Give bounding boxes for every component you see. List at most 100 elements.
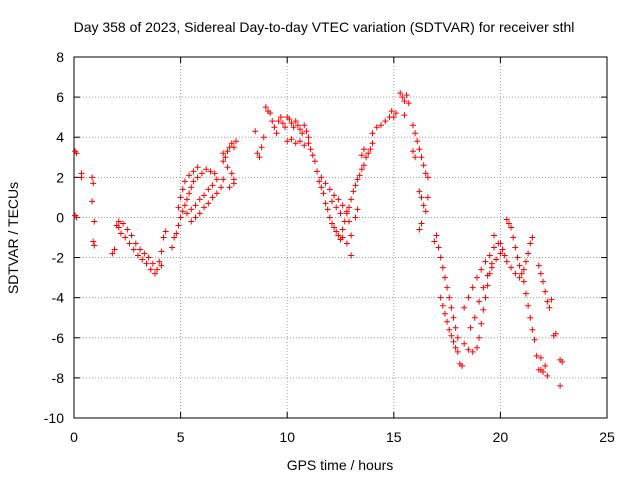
data-point-marker	[552, 330, 559, 337]
data-point-marker	[115, 218, 122, 225]
data-point-marker	[409, 122, 416, 129]
data-point-marker	[424, 194, 431, 201]
data-point-marker	[207, 168, 214, 175]
data-point-marker	[301, 122, 308, 129]
data-point-marker	[516, 262, 523, 269]
data-point-marker	[162, 228, 169, 235]
data-point-marker	[205, 186, 212, 193]
data-point-marker	[439, 264, 446, 271]
data-point-marker	[331, 192, 338, 199]
data-point-marker	[201, 204, 208, 211]
data-point-marker	[437, 294, 444, 301]
data-point-marker	[482, 258, 489, 265]
data-point-marker	[484, 282, 491, 289]
data-point-marker	[437, 254, 444, 261]
data-point-marker	[527, 314, 534, 321]
data-point-marker	[418, 194, 425, 201]
data-point-marker	[228, 170, 235, 177]
data-point-marker	[373, 124, 380, 131]
data-point-marker	[186, 172, 193, 179]
data-point-marker	[452, 324, 459, 331]
data-point-marker	[505, 220, 512, 227]
data-point-marker	[518, 270, 525, 277]
data-point-marker	[503, 216, 510, 223]
data-point-marker	[288, 136, 295, 143]
data-point-marker	[288, 120, 295, 127]
data-point-marker	[476, 298, 483, 305]
data-points	[72, 90, 566, 389]
data-point-marker	[290, 124, 297, 131]
data-point-marker	[130, 246, 137, 253]
data-point-marker	[343, 208, 350, 215]
data-point-marker	[296, 126, 303, 133]
data-point-marker	[424, 174, 431, 181]
data-point-marker	[275, 118, 282, 125]
data-point-marker	[501, 252, 508, 259]
data-point-marker	[183, 210, 190, 217]
data-point-marker	[482, 294, 489, 301]
data-point-marker	[335, 196, 342, 203]
data-point-marker	[328, 198, 335, 205]
data-point-marker	[363, 154, 370, 161]
data-point-marker	[420, 162, 427, 169]
data-point-marker	[292, 140, 299, 147]
data-point-marker	[441, 310, 448, 317]
data-point-marker	[369, 140, 376, 147]
data-point-marker	[320, 190, 327, 197]
data-point-marker	[224, 148, 231, 155]
data-point-marker	[322, 180, 329, 187]
x-tick-label: 0	[70, 429, 78, 445]
data-point-marker	[471, 314, 478, 321]
data-point-marker	[269, 118, 276, 125]
data-point-marker	[147, 266, 154, 273]
data-point-marker	[473, 274, 480, 281]
data-point-marker	[520, 266, 527, 273]
data-point-marker	[348, 252, 355, 259]
data-point-marker	[115, 224, 122, 231]
data-point-marker	[388, 108, 395, 115]
data-point-marker	[314, 168, 321, 175]
data-point-marker	[510, 234, 517, 241]
data-point-marker	[544, 372, 551, 379]
x-tick-label: 10	[279, 429, 295, 445]
data-point-marker	[282, 124, 289, 131]
data-point-marker	[279, 120, 286, 127]
data-point-marker	[516, 274, 523, 281]
data-point-marker	[522, 290, 529, 297]
data-point-marker	[529, 234, 536, 241]
x-tick-label: 25	[599, 429, 615, 445]
data-point-marker	[305, 134, 312, 141]
data-point-marker	[111, 246, 118, 253]
data-point-marker	[292, 118, 299, 125]
data-point-marker	[311, 158, 318, 165]
data-point-marker	[190, 168, 197, 175]
y-tick-label: -2	[52, 250, 65, 266]
data-point-marker	[514, 254, 521, 261]
data-point-marker	[149, 260, 156, 267]
data-point-marker	[277, 114, 284, 121]
data-point-marker	[158, 248, 165, 255]
data-point-marker	[228, 140, 235, 147]
data-point-marker	[454, 348, 461, 355]
data-point-marker	[141, 250, 148, 257]
data-point-marker	[525, 250, 532, 257]
data-point-marker	[557, 382, 564, 389]
data-point-marker	[420, 202, 427, 209]
data-point-marker	[544, 298, 551, 305]
data-point-marker	[461, 304, 468, 311]
data-point-marker	[416, 146, 423, 153]
data-point-marker	[493, 256, 500, 263]
data-point-marker	[459, 362, 466, 369]
data-point-marker	[367, 146, 374, 153]
data-point-marker	[143, 260, 150, 267]
data-point-marker	[352, 182, 359, 189]
plot-area-frame	[73, 56, 608, 419]
data-point-marker	[179, 208, 186, 215]
y-tick-label: 8	[56, 49, 64, 65]
data-point-marker	[535, 262, 542, 269]
data-point-marker	[294, 122, 301, 129]
x-tick-label: 5	[177, 429, 185, 445]
data-point-marker	[537, 354, 544, 361]
data-point-marker	[469, 284, 476, 291]
data-point-marker	[335, 232, 342, 239]
